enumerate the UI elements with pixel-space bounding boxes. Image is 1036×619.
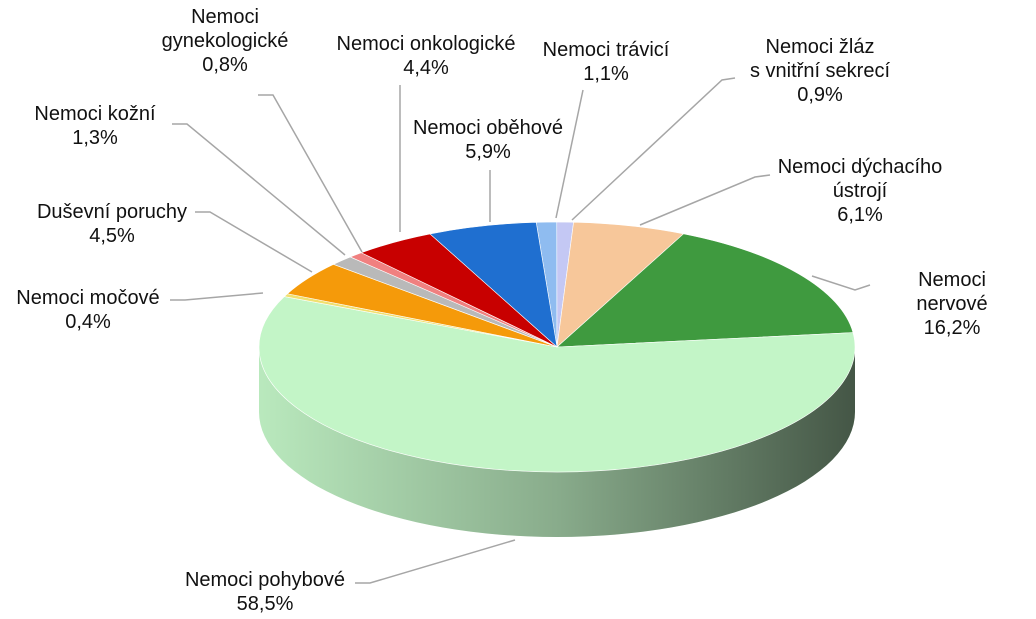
category-label: Nemoci žláz s vnitřní sekrecí (749, 36, 891, 82)
leader-line (170, 292, 264, 301)
data-label: Duševní poruchy 4,5% (37, 200, 187, 248)
data-label: Nemoci oběhové 5,9% (413, 116, 563, 164)
data-label: Nemoci gynekologické 0,8% (162, 5, 289, 77)
value-label: 4,4% (403, 57, 449, 79)
value-label: 0,4% (65, 311, 111, 333)
value-label: 58,5% (236, 593, 294, 615)
value-label: 1,1% (583, 63, 629, 85)
category-label: Nemoci kožní (34, 103, 156, 125)
data-label: Nemoci žláz s vnitřní sekrecí 0,9% (750, 35, 890, 107)
pie-slice (556, 233, 854, 348)
value-label: 4,5% (89, 225, 135, 247)
leader-line (555, 89, 584, 219)
category-label: Duševní poruchy (36, 201, 188, 223)
leader-line (172, 123, 346, 256)
data-label: Nemoci močové 0,4% (16, 286, 159, 334)
data-label: Nemoci dýchacího ústrojí 6,1% (778, 155, 943, 227)
category-label: Nemoci onkologické (336, 33, 516, 55)
data-label: Nemoci kožní 1,3% (34, 102, 155, 150)
leader-line (195, 211, 313, 273)
category-label: Nemoci dýchacího ústrojí (777, 156, 943, 202)
leader-line (355, 539, 516, 584)
category-label: Nemoci pohybové (184, 569, 346, 591)
leader-line (258, 94, 363, 253)
category-label: Nemoci gynekologické (161, 6, 289, 52)
value-label: 16,2% (923, 317, 981, 339)
value-label: 5,9% (465, 141, 511, 163)
value-label: 6,1% (837, 204, 883, 226)
data-label: Nemoci trávicí 1,1% (543, 38, 670, 86)
value-label: 0,9% (797, 84, 843, 106)
data-label: Nemoci pohybové 58,5% (185, 568, 345, 616)
value-label: 1,3% (72, 127, 118, 149)
data-label: Nemoci nervové 16,2% (910, 268, 994, 340)
category-label: Nemoci močové (16, 287, 160, 309)
category-label: Nemoci oběhové (412, 117, 564, 139)
data-label: Nemoci onkologické 4,4% (337, 32, 516, 80)
value-label: 0,8% (202, 54, 248, 76)
pie-slice (429, 221, 558, 348)
side-shade (259, 347, 855, 537)
category-label: Nemoci nervové (916, 269, 988, 315)
leader-line (639, 174, 771, 226)
leader-line (571, 77, 736, 221)
pie-slice (258, 296, 856, 473)
category-label: Nemoci trávicí (542, 39, 670, 61)
leader-line (811, 275, 871, 291)
